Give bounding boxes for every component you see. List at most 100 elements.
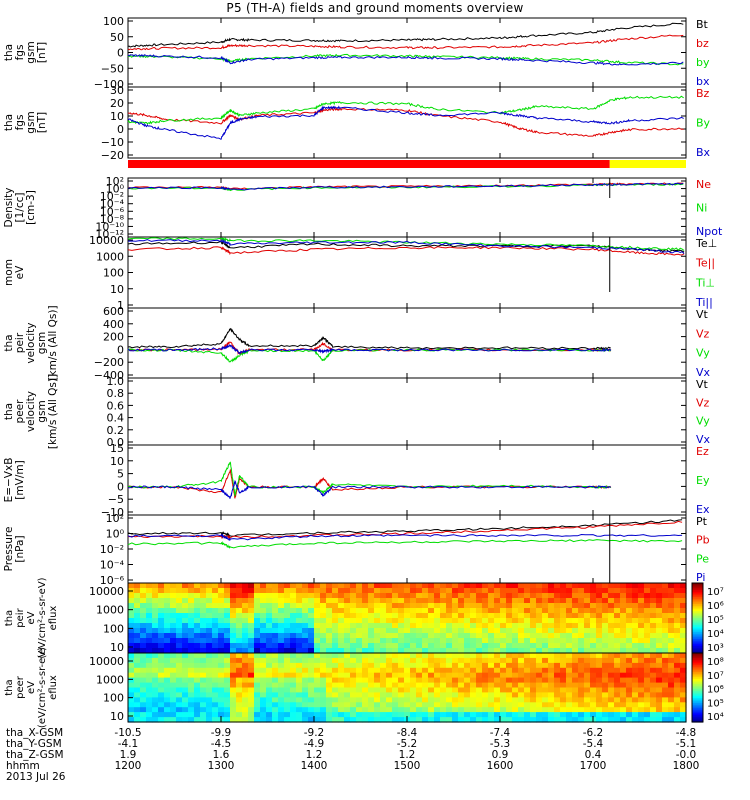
spectrogram-cell (344, 702, 351, 708)
spectrogram-cell (572, 588, 579, 594)
spectrogram-cell (236, 618, 243, 624)
spectrogram-cell (470, 702, 477, 708)
spectrogram-cell (188, 692, 195, 698)
spectrogram-cell (338, 662, 345, 669)
spectrogram-cell (506, 608, 513, 614)
spectrogram-cell (272, 643, 279, 649)
spectrogram-cell (590, 588, 597, 594)
spectrogram-cell (536, 593, 543, 599)
spectrogram-cell (224, 682, 231, 689)
spectrogram-cell (530, 682, 537, 689)
spectrogram-cell (200, 682, 207, 689)
y-axis-label: [cm-3] (25, 190, 37, 225)
spectrogram-cell (224, 712, 231, 718)
spectrogram-cell (554, 682, 561, 689)
spectrogram-cell (476, 687, 483, 693)
spectrogram-cell (578, 633, 585, 639)
spectrogram-cell (566, 618, 573, 624)
spectrogram-cell (332, 662, 339, 669)
spectrogram-cell (260, 628, 267, 634)
spectrogram-cell (176, 588, 183, 594)
spectrogram-cell (674, 608, 681, 614)
spectrogram-cell (128, 662, 135, 669)
spectrogram-cell (290, 643, 297, 649)
spectrogram-cell (548, 702, 555, 708)
spectrogram-cell (344, 638, 351, 644)
spectrogram-cell (446, 628, 453, 634)
spectrogram-cell (566, 623, 573, 629)
spectrogram-cell (164, 588, 171, 594)
spectrogram-cell (542, 613, 549, 619)
spectrogram-cell (578, 682, 585, 689)
spectrogram-cell (566, 583, 573, 589)
spectrogram-cell (476, 608, 483, 614)
spectrogram-cell (674, 707, 681, 713)
spectrogram-cell (638, 618, 645, 624)
spectrogram-cell (152, 653, 159, 659)
spectrogram-cell (350, 712, 357, 718)
spectrogram-cell (140, 687, 147, 693)
spectrogram-cell (506, 707, 513, 713)
spectrogram-cell (134, 653, 141, 659)
spectrogram-cell (554, 613, 561, 619)
spectrogram-cell (536, 657, 543, 664)
spectrogram-cell (302, 702, 309, 708)
spectrogram-cell (332, 653, 339, 659)
spectrogram-cell (374, 593, 381, 599)
spectrogram-cell (386, 598, 393, 604)
y-tick-label: 1.0 (107, 375, 125, 388)
spectrogram-cell (170, 712, 177, 718)
spectrogram-cell (560, 707, 567, 713)
spectrogram-cell (578, 657, 585, 664)
spectrogram-cell (602, 593, 609, 599)
spectrogram-cell (398, 618, 405, 624)
spectrogram-cell (440, 677, 447, 684)
spectrogram-cell (542, 653, 549, 659)
spectrogram-cell (554, 707, 561, 713)
legend-entry: Te|| (695, 257, 715, 270)
spectrogram-cell (656, 593, 663, 599)
spectrogram-cell (596, 662, 603, 669)
spectrogram-cell (464, 712, 471, 718)
spectrogram-cell (356, 653, 363, 659)
spectrogram-cell (650, 667, 657, 674)
spectrogram-cell (650, 697, 657, 703)
spectrogram-cell (542, 682, 549, 689)
spectrogram-cell (488, 677, 495, 684)
spectrogram-cell (452, 687, 459, 693)
spectrogram-cell (242, 687, 249, 693)
spectrogram-cell (242, 653, 249, 659)
spectrogram-cell (602, 628, 609, 634)
spectrogram-cell (152, 687, 159, 693)
spectrogram-cell (620, 682, 627, 689)
spectrogram-cell (680, 672, 687, 679)
spectrogram-cell (446, 657, 453, 664)
spectrogram-cell (182, 662, 189, 669)
spectrogram-cell (146, 623, 153, 629)
spectrogram-cell (590, 677, 597, 684)
spectrogram-cell (638, 682, 645, 689)
spectrogram-cell (368, 682, 375, 689)
spectrogram-cell (482, 682, 489, 689)
spectrogram-cell (392, 682, 399, 689)
spectrogram-cell (668, 697, 675, 703)
spectrogram-cell (350, 638, 357, 644)
spectrogram-cell (530, 583, 537, 589)
y-tick-label: 0.6 (107, 399, 125, 412)
spectrogram-cell (374, 608, 381, 614)
spectrogram-cell (608, 707, 615, 713)
spectrogram-cell (536, 707, 543, 713)
spectrogram-cell (188, 618, 195, 624)
spectrogram-cell (296, 618, 303, 624)
spectrogram-cell (584, 702, 591, 708)
spectrogram-cell (626, 702, 633, 708)
spectrogram-cell (662, 687, 669, 693)
spectrogram-cell (644, 692, 651, 698)
legend-entry: By (696, 117, 711, 130)
spectrogram-cell (314, 638, 321, 644)
spectrogram-cell (338, 712, 345, 718)
spectrogram-cell (260, 657, 267, 664)
spectrogram-cell (668, 638, 675, 644)
spectrogram-cell (386, 712, 393, 718)
spectrogram-cell (134, 593, 141, 599)
